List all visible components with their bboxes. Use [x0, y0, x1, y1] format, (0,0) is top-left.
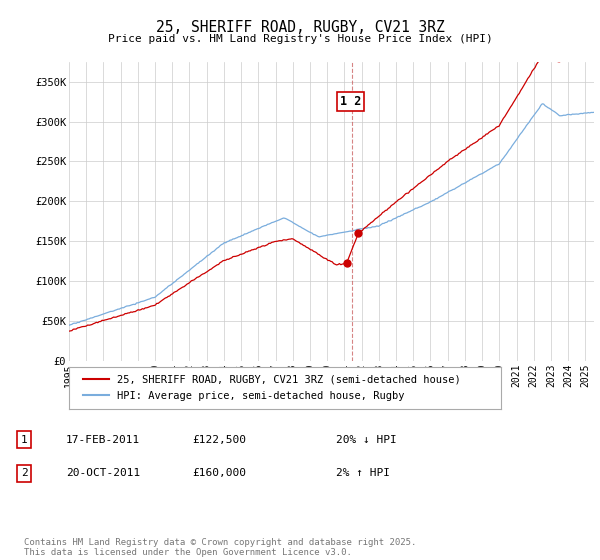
Text: 20-OCT-2011: 20-OCT-2011 [66, 468, 140, 478]
Text: Contains HM Land Registry data © Crown copyright and database right 2025.
This d: Contains HM Land Registry data © Crown c… [24, 538, 416, 557]
Text: 25, SHERIFF ROAD, RUGBY, CV21 3RZ: 25, SHERIFF ROAD, RUGBY, CV21 3RZ [155, 20, 445, 35]
Text: 2% ↑ HPI: 2% ↑ HPI [336, 468, 390, 478]
Text: 17-FEB-2011: 17-FEB-2011 [66, 435, 140, 445]
Text: £122,500: £122,500 [192, 435, 246, 445]
Text: 1 2: 1 2 [340, 95, 361, 108]
Text: 2: 2 [20, 468, 28, 478]
Legend: 25, SHERIFF ROAD, RUGBY, CV21 3RZ (semi-detached house), HPI: Average price, sem: 25, SHERIFF ROAD, RUGBY, CV21 3RZ (semi-… [79, 371, 465, 405]
Text: 1: 1 [20, 435, 28, 445]
Text: 20% ↓ HPI: 20% ↓ HPI [336, 435, 397, 445]
Text: Price paid vs. HM Land Registry's House Price Index (HPI): Price paid vs. HM Land Registry's House … [107, 34, 493, 44]
Text: £160,000: £160,000 [192, 468, 246, 478]
